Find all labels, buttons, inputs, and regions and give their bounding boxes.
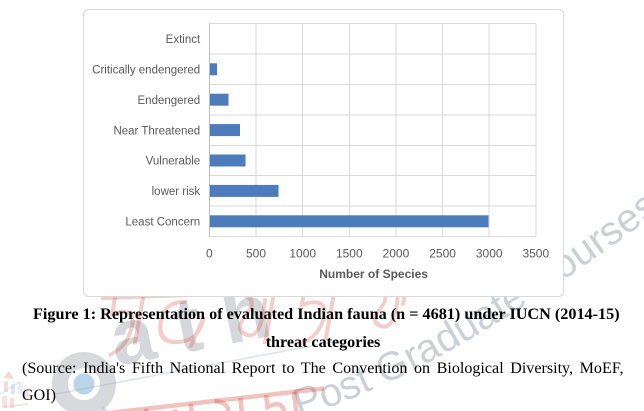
svg-text:lower risk: lower risk bbox=[152, 186, 201, 198]
svg-text:Extinct: Extinct bbox=[166, 34, 201, 46]
svg-text:1500: 1500 bbox=[336, 247, 363, 261]
svg-text:1000: 1000 bbox=[289, 247, 316, 261]
svg-text:2500: 2500 bbox=[429, 247, 456, 261]
svg-text:Vulnerable: Vulnerable bbox=[146, 156, 201, 168]
svg-text:Near Threatened: Near Threatened bbox=[113, 125, 200, 137]
svg-text:3500: 3500 bbox=[522, 247, 549, 261]
svg-text:Least Concern: Least Concern bbox=[125, 217, 200, 229]
svg-text:Endengered: Endengered bbox=[138, 95, 201, 107]
svg-text:500: 500 bbox=[246, 247, 266, 261]
svg-text:Number of Species: Number of Species bbox=[319, 267, 428, 281]
svg-text:3000: 3000 bbox=[476, 247, 503, 261]
svg-text:0: 0 bbox=[206, 247, 213, 261]
svg-text:2000: 2000 bbox=[383, 247, 410, 261]
svg-text:Critically endengered: Critically endengered bbox=[92, 65, 200, 77]
